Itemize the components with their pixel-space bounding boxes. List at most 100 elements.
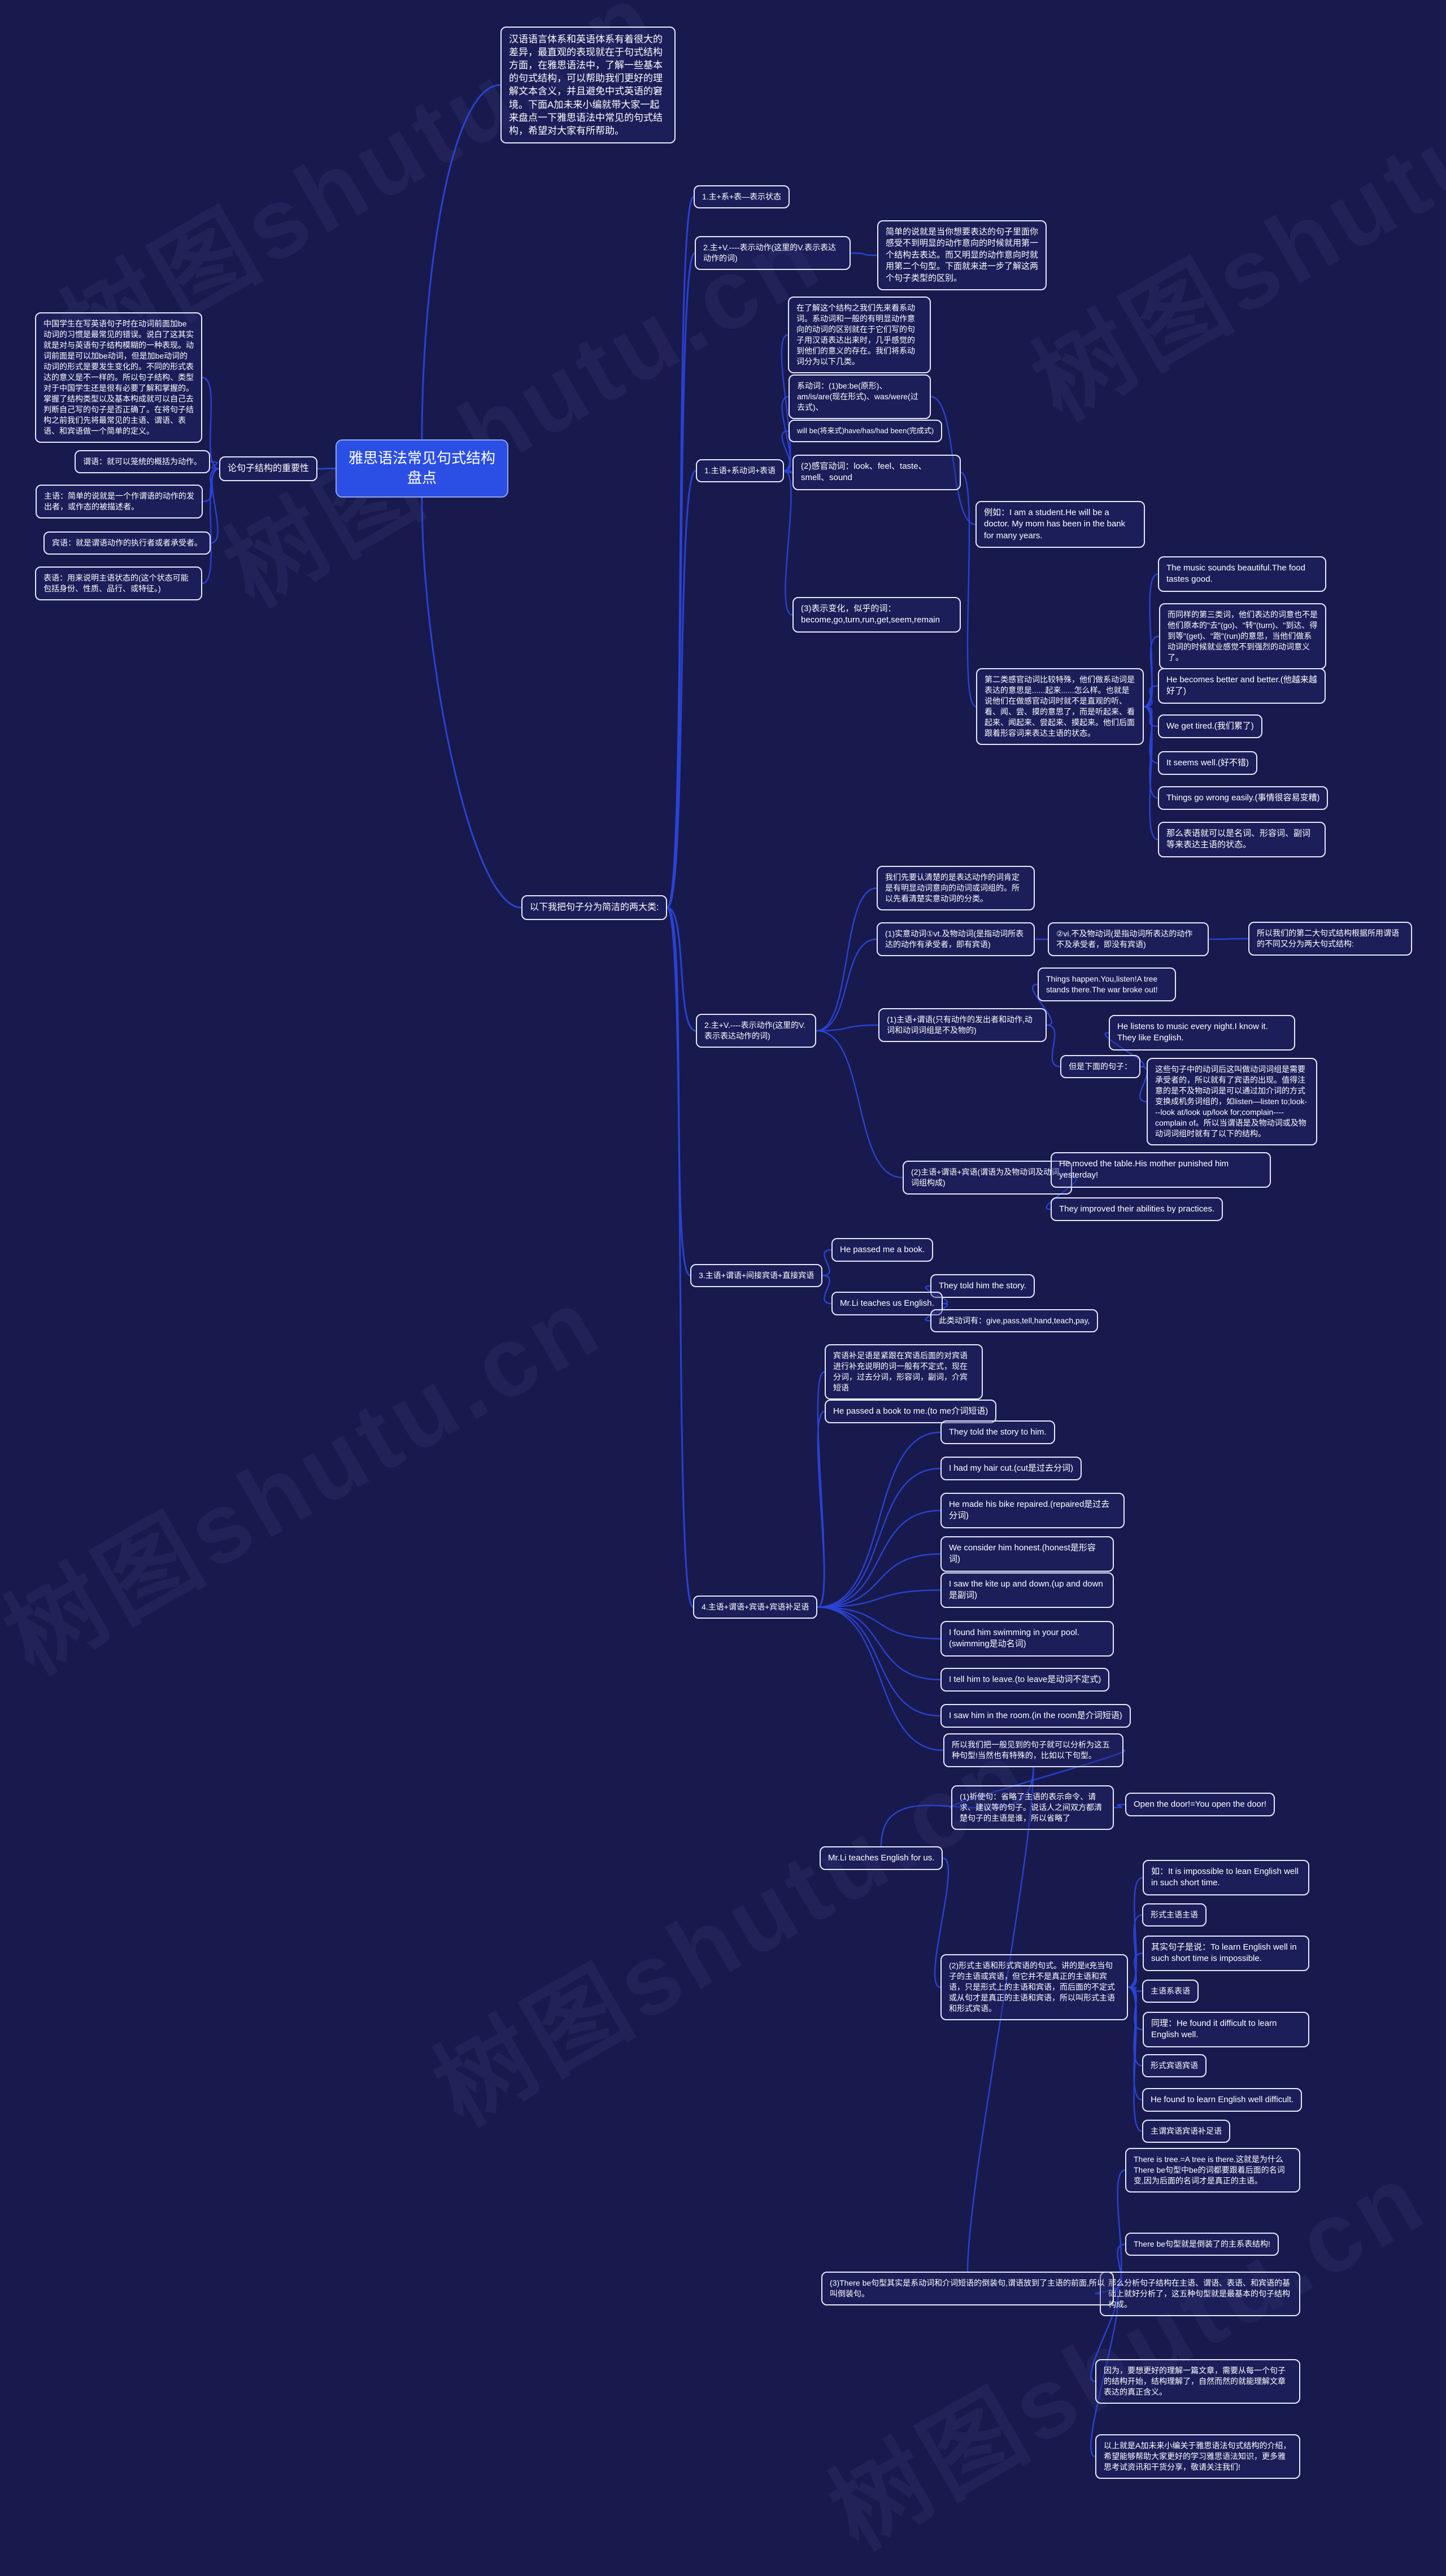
edge-svo-to-ex-improved [1046, 1176, 1077, 1210]
node-label-subject-link-predicative[interactable]: 主语系表语 [1142, 1980, 1199, 2003]
node-conclusion-note[interactable]: 以上就是A加未来小编关于雅思语法句式结构的介绍，希望能够帮助大家更好的学习雅思语… [1095, 2434, 1300, 2479]
edge-t2b-to-svo [815, 1030, 904, 1179]
edge-center-to-intro [421, 84, 502, 441]
node-importance-detail[interactable]: 中国学生在写英语句子时在动词前面加be动词的习惯是最常见的错误。说白了这其实就是… [35, 312, 202, 443]
node-example-swimming[interactable]: I found him swimming in your pool.(swimm… [940, 1621, 1114, 1657]
node-type-choice-note[interactable]: 简单的说就是当你想要表达的句子里面你感受不到明显的动作意向的时候就用第一个结构去… [877, 220, 1047, 290]
node-node-type4-object-complement[interactable]: 4.主语+谓语+宾语+宾语补足语 [693, 1596, 818, 1619]
node-example-in-room[interactable]: I saw him in the room.(in the room是介词短语) [940, 1704, 1131, 1728]
node-formal-subject-object-note[interactable]: (2)形式主语和形式宾语的句式。讲的是it充当句子的主语或宾语，但它并不是真正的… [940, 1954, 1128, 2021]
edge-formal-note-to-ex-impossible [1127, 1877, 1144, 1988]
node-example-seems-well[interactable]: It seems well.(好不错) [1158, 751, 1257, 775]
edge-five-types-to-ex-teaches-forus [880, 1766, 1034, 1847]
node-type2-subject-verb[interactable]: 2.主+V.----表示动作(这里的V.表示表达动作的词) [695, 236, 851, 271]
node-example-it-impossible[interactable]: 如：It is impossible to lean English well … [1143, 1860, 1309, 1895]
node-structure-subject-predicate-object[interactable]: (2)主语+谓语+宾语(谓语为及物动词及动词词组构成) [903, 1161, 1072, 1195]
node-example-found-difficult[interactable]: He found to learn English well difficult… [1142, 2088, 1303, 2112]
node-label-formal-object[interactable]: 形式宾语宾语 [1142, 2054, 1207, 2078]
node-example-teaches-for-us[interactable]: Mr.Li teaches English for us. [820, 1846, 943, 1871]
edge-t4-to-ex-kite [816, 1589, 942, 1608]
edge-t4-to-five-types [816, 1606, 944, 1751]
node-sense-verbs[interactable]: (2)感官动词：look、feel、taste、smell、sound [792, 455, 961, 490]
node-example-improved[interactable]: They improved their abilities by practic… [1051, 1197, 1223, 1222]
node-linking-verb-be[interactable]: 系动词：(1)be:be(原形)、am/is/are(现在形式)、was/wer… [789, 374, 931, 420]
edge-t3-to-ex-teaches-us [821, 1275, 833, 1305]
node-node-type2-repeat[interactable]: 2.主+V.----表示动作(这里的V.表示表达动作的词) [696, 1014, 816, 1048]
node-label-svoc[interactable]: 主谓宾语宾语补足语 [1142, 2120, 1230, 2143]
node-label-formal-subject[interactable]: 形式主语主语 [1142, 1903, 1207, 1927]
node-definition-predicative[interactable]: 表语：用来说明主语状态的(这个状态可能包括身份、性质、品行、或特征。) [35, 566, 202, 601]
node-definition-predicate[interactable]: 谓语：就可以笼统的概括为动作。 [75, 450, 210, 474]
node-example-passed-to-me[interactable]: He passed a book to me.(to me介词短语) [825, 1400, 997, 1424]
edge-t4-to-ex-room [816, 1606, 942, 1717]
edge-there-be-to-there-inverted [1113, 2243, 1126, 2290]
node-branch-importance[interactable]: 论句子结构的重要性 [219, 456, 318, 481]
node-example-passed-me[interactable]: He passed me a book. [831, 1238, 934, 1262]
node-example-music-sounds[interactable]: The music sounds beautiful.The food tast… [1158, 556, 1326, 592]
node-example-found-it-difficult[interactable]: 同理：He found it difficult to learn Englis… [1143, 2012, 1309, 2047]
node-example-becomes[interactable]: He becomes better and better.(他越来越好了) [1158, 668, 1326, 704]
node-analyze-structure-note[interactable]: 那么分析句子结构在主语、谓语、表语、和宾语的基础上就好分析了，这五种句型就是最基… [1100, 2272, 1300, 2317]
edge-t2b-to-action-intro [815, 887, 878, 1032]
node-there-be-inverted-note[interactable]: There be句型就是倒装了的主系表结构! [1125, 2233, 1279, 2256]
edge-t4-to-ex-swimming [816, 1606, 942, 1640]
edge-t4-to-ex-passed-tome [816, 1410, 826, 1608]
edge-two-types-to-t2 [666, 252, 696, 909]
node-sense-verbs-special-note[interactable]: 第二类感官动词比较特殊，他们做系动词是表达的意思是......起来......怎… [976, 668, 1144, 746]
node-there-be-structure[interactable]: (3)There be句型其实是系动词和介词短语的倒装句,谓语放到了主语的前面,… [821, 2272, 1114, 2306]
node-example-he-listens[interactable]: He listens to music every night.I know i… [1109, 1015, 1295, 1051]
node-example-open-door[interactable]: Open the door!=You open the door! [1125, 1793, 1275, 1817]
node-node-type3-double-object[interactable]: 3.主语+谓语+间接宾语+直接宾语 [690, 1264, 823, 1288]
node-imperative-note[interactable]: (1)祈使句：省略了主语的表示命令、请求、建议等的句子。说话人之间双方都清楚句子… [951, 1785, 1114, 1830]
node-object-complement-note[interactable]: 宾语补足语是紧跟在宾语后面的对宾语进行补充说明的词一般有不定式，现在分词，过去分… [825, 1344, 983, 1400]
node-example-told-him[interactable]: They told him the story. [930, 1274, 1035, 1298]
edge-formal-note-to-formal-subject [1127, 1914, 1143, 1988]
node-structure-subject-predicate[interactable]: (1)主语+谓语(只有动作的发出者和动作,动词和动词词组是不及物的) [878, 1008, 1047, 1043]
edge-t2b-to-sv [815, 1024, 879, 1032]
node-example-go-wrong[interactable]: Things go wrong easily.(事情很容易变糟) [1158, 786, 1329, 810]
node-node-subject-linking-predicative[interactable]: 1.主语+系动词+表语 [696, 459, 785, 483]
node-intransitive-verbs[interactable]: ②vi.不及物动词(是指动词所表达的动作不及承受者，即没有宾语) [1048, 922, 1209, 957]
node-five-types-summary[interactable]: 所以我们把一般见到的句子就可以分析为这五种句型!当然也有特殊的，比如以下句型。 [943, 1733, 1123, 1768]
node-definition-subject[interactable]: 主语：简单的说就是一个作谓语的动作的发出者，或作态的被描述者。 [36, 485, 203, 519]
edge-five-types-to-imperative [949, 1749, 1126, 1808]
edge-t4-to-ex-haircut [816, 1467, 942, 1608]
node-example-get-tired[interactable]: We get tired.(我们累了) [1158, 714, 1262, 739]
node-example-told-to-him[interactable]: They told the story to him. [940, 1420, 1055, 1445]
node-example-bike-repaired[interactable]: He made his bike repaired.(repaired是过去分词… [940, 1493, 1125, 1528]
node-be-example[interactable]: 例如：I am a student.He will be a doctor. M… [975, 501, 1145, 548]
node-example-there-is-tree[interactable]: There is tree.=A tree is there.这就是为什么The… [1125, 2148, 1300, 2193]
edge-importance-to-importance-note [201, 377, 220, 470]
node-action-verb-intro[interactable]: 我们先要认清楚的是表达动作的词肯定是有明显动词意向的动词或词组的。所以先看清楚实… [877, 866, 1035, 911]
node-example-to-leave[interactable]: I tell him to leave.(to leave是动词不定式) [940, 1668, 1110, 1692]
node-third-class-note[interactable]: 而同样的第三类词，他们表达的词意也不是他们原本的"去"(go)、"转"(turn… [1159, 603, 1326, 670]
edge-t4-to-ex-consider [816, 1553, 942, 1608]
node-type1-subject-link-predicative[interactable]: 1.主+系+表—表示状态 [694, 185, 790, 209]
node-definition-object[interactable]: 宾语：就是谓语动作的执行者或者承受者。 [43, 531, 211, 555]
node-example-moved-table[interactable]: He moved the table.His mother punished h… [1051, 1152, 1271, 1188]
node-example-hair-cut[interactable]: I had my hair cut.(cut是过去分词) [940, 1457, 1082, 1481]
node-example-consider-honest[interactable]: We consider him honest.(honest是形容词) [940, 1536, 1114, 1572]
node-predicative-note[interactable]: 那么表语就可以是名词、形容词、副词等来表达主语的状态。 [1158, 822, 1326, 857]
node-example-kite[interactable]: I saw the kite up and down.(up and down是… [940, 1572, 1114, 1608]
node-double-object-verbs-list[interactable]: 此类动词有：give,pass,tell,hand,teach,pay, [930, 1309, 1099, 1333]
edge-svo-to-ex-moved [1046, 1169, 1077, 1179]
node-example-things-happen[interactable]: Things happen.You,listen!A tree stands t… [1038, 967, 1176, 1002]
node-example-real-subject[interactable]: 其实句子是说：To learn English well in such sho… [1143, 1936, 1309, 1971]
node-change-verbs[interactable]: (3)表示变化，似乎的词：become,go,turn,run,get,seem… [792, 597, 961, 633]
node-transitive-verbs[interactable]: (1)实意动词①vt.及物动词(是指动词所表达的动作有承受者，即有宾语) [877, 922, 1035, 957]
edge-svt-to-linking-be [781, 396, 791, 472]
node-linking-verb-intro[interactable]: 在了解这个结构之我们先来看系动词。系动词和一般的有明显动作意向的动词的区别就在于… [788, 297, 931, 374]
node-object-appearance-note[interactable]: 这些句子中的动词后这叫做动词词组是需要承受者的，所以就有了宾语的出现。值得注意的… [1147, 1058, 1317, 1146]
node-but-following-sentences[interactable]: 但是下面的句子： [1060, 1055, 1140, 1079]
node-central-topic[interactable]: 雅思语法常见句式结构盘点 [336, 439, 508, 498]
node-linking-verb-willbe[interactable]: will be(将来式)have/has/had been(完成式) [789, 420, 943, 442]
node-because-note[interactable]: 因为，要想更好的理解一篇文章，需要从每一个句子的结构开始，结构理解了，自然而然的… [1095, 2359, 1300, 2404]
node-second-division-note[interactable]: 所以我们的第二大句式结构根据所用谓语的不同又分为两大句式结构: [1248, 922, 1412, 956]
node-example-teaches-us[interactable]: Mr.Li teaches us English. [831, 1292, 943, 1316]
node-intro-note[interactable]: 汉语语言体系和英语体系有着很大的差异，最直观的表现就在于句式结构方面，在雅思语法… [500, 27, 676, 143]
node-branch-two-types[interactable]: 以下我把句子分为简洁的两大类: [521, 895, 668, 920]
edge-there-be-to-conclusion [1090, 2287, 1119, 2457]
edge-formal-note-to-svoc-label [1127, 1986, 1143, 2132]
